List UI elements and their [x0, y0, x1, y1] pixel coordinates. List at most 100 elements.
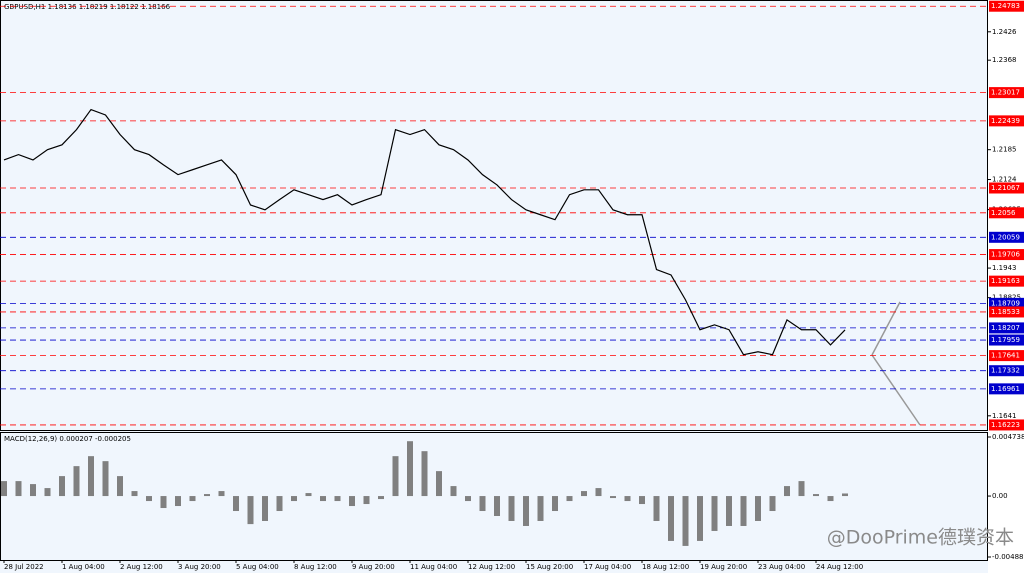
macd-bar	[595, 488, 602, 497]
x-tick-label: 15 Aug 20:00	[526, 563, 573, 571]
macd-bar	[88, 456, 94, 497]
macd-bar	[639, 496, 645, 505]
watermark: @DooPrime德璞资本	[827, 527, 1014, 549]
macd-bar	[204, 494, 210, 497]
level-box	[989, 306, 1024, 318]
macd-bar	[508, 496, 515, 521]
y-tick-label: 1.1943	[992, 264, 1017, 272]
level-box	[989, 322, 1024, 334]
macd-bar	[160, 496, 167, 509]
macd-bar	[827, 496, 834, 502]
macd-bar	[581, 491, 587, 497]
y-tick-label: 1.1641	[992, 412, 1017, 420]
level-label: 1.22439	[991, 117, 1020, 125]
level-box	[989, 87, 1024, 99]
macd-bar	[392, 456, 399, 497]
macd-bar	[349, 496, 355, 507]
level-box	[989, 350, 1024, 362]
macd-bar	[305, 493, 312, 497]
macd-bar	[30, 484, 36, 497]
y-tick-label: 1.2185	[992, 146, 1017, 154]
level-label: 1.19706	[991, 251, 1020, 259]
macd-bar	[421, 451, 428, 497]
macd-pane	[0, 432, 988, 561]
macd-bar	[798, 481, 805, 497]
level-box	[989, 383, 1024, 395]
macd-bar	[450, 486, 457, 497]
macd-bar	[262, 496, 268, 521]
macd-bar	[711, 496, 718, 531]
macd-bar	[1, 481, 7, 497]
macd-bar	[175, 496, 181, 507]
level-label: 1.18709	[991, 299, 1020, 307]
y-tick-label: 1.18825	[992, 294, 1021, 302]
level-box	[989, 207, 1024, 219]
level-box	[989, 334, 1024, 346]
macd-bar	[276, 496, 283, 512]
macd-bar	[73, 466, 80, 497]
level-label: 1.20059	[991, 233, 1020, 241]
macd-title: MACD(12,26,9) 0.000207 -0.000205	[4, 435, 131, 443]
macd-bar	[15, 481, 22, 497]
level-box	[989, 249, 1024, 261]
macd-bar	[769, 496, 776, 512]
macd-bar	[697, 496, 703, 541]
level-label: 1.18533	[991, 308, 1020, 316]
level-box	[989, 275, 1024, 287]
macd-bar	[117, 476, 123, 497]
x-tick-label: 9 Aug 20:00	[352, 563, 395, 571]
x-tick-label: 12 Aug 12:00	[468, 563, 515, 571]
macd-bar	[479, 496, 486, 512]
level-box	[989, 0, 1024, 12]
macd-bar	[59, 476, 65, 497]
macd-bar	[566, 496, 573, 502]
level-label: 1.18207	[991, 324, 1020, 332]
macd-bar	[218, 491, 225, 497]
x-tick-label: 8 Aug 12:00	[294, 563, 337, 571]
macd-bar	[102, 461, 109, 497]
macd-bar	[523, 496, 529, 526]
y-tick-label: 0.00	[992, 492, 1008, 500]
macd-bar	[682, 496, 689, 546]
plot-background	[0, 0, 988, 573]
level-box	[989, 115, 1024, 127]
macd-bar	[784, 486, 790, 497]
macd-bar	[740, 496, 747, 526]
x-tick-label: 2 Aug 12:00	[120, 563, 163, 571]
level-label: 1.23017	[991, 89, 1020, 97]
level-label: 1.24783	[991, 2, 1020, 10]
macd-bar	[668, 496, 674, 541]
y-tick-label: 0.004738	[992, 433, 1024, 441]
macd-bar	[755, 496, 761, 521]
x-tick-label: 28 Jul 2022	[4, 563, 44, 571]
level-label: 1.2056	[991, 209, 1016, 217]
x-tick-label: 23 Aug 04:00	[758, 563, 805, 571]
x-tick-label: 24 Aug 12:00	[816, 563, 863, 571]
macd-bar	[726, 496, 732, 526]
level-label: 1.19163	[991, 277, 1020, 285]
x-tick-label: 5 Aug 04:00	[236, 563, 279, 571]
level-box	[989, 365, 1024, 377]
macd-bar	[44, 488, 51, 497]
level-label: 1.16961	[991, 385, 1020, 393]
level-label: 1.16223	[991, 421, 1020, 429]
macd-bar	[378, 496, 384, 500]
macd-bar	[436, 471, 442, 497]
macd-bar	[233, 496, 239, 512]
level-label: 1.17332	[991, 367, 1020, 375]
level-label: 1.17959	[991, 336, 1020, 344]
x-tick-label: 3 Aug 20:00	[178, 563, 221, 571]
macd-bar	[131, 491, 138, 497]
x-tick-label: 1 Aug 04:00	[62, 563, 105, 571]
y-tick-label: 1.2368	[992, 56, 1017, 64]
macd-bar	[610, 496, 616, 499]
x-tick-label: 18 Aug 12:00	[642, 563, 689, 571]
projection-arrow	[871, 301, 921, 426]
x-tick-label: 19 Aug 20:00	[700, 563, 747, 571]
level-label: 1.17641	[991, 352, 1020, 360]
level-label: 1.21067	[991, 184, 1020, 192]
level-box	[989, 182, 1024, 194]
x-tick-label: 11 Aug 04:00	[410, 563, 457, 571]
